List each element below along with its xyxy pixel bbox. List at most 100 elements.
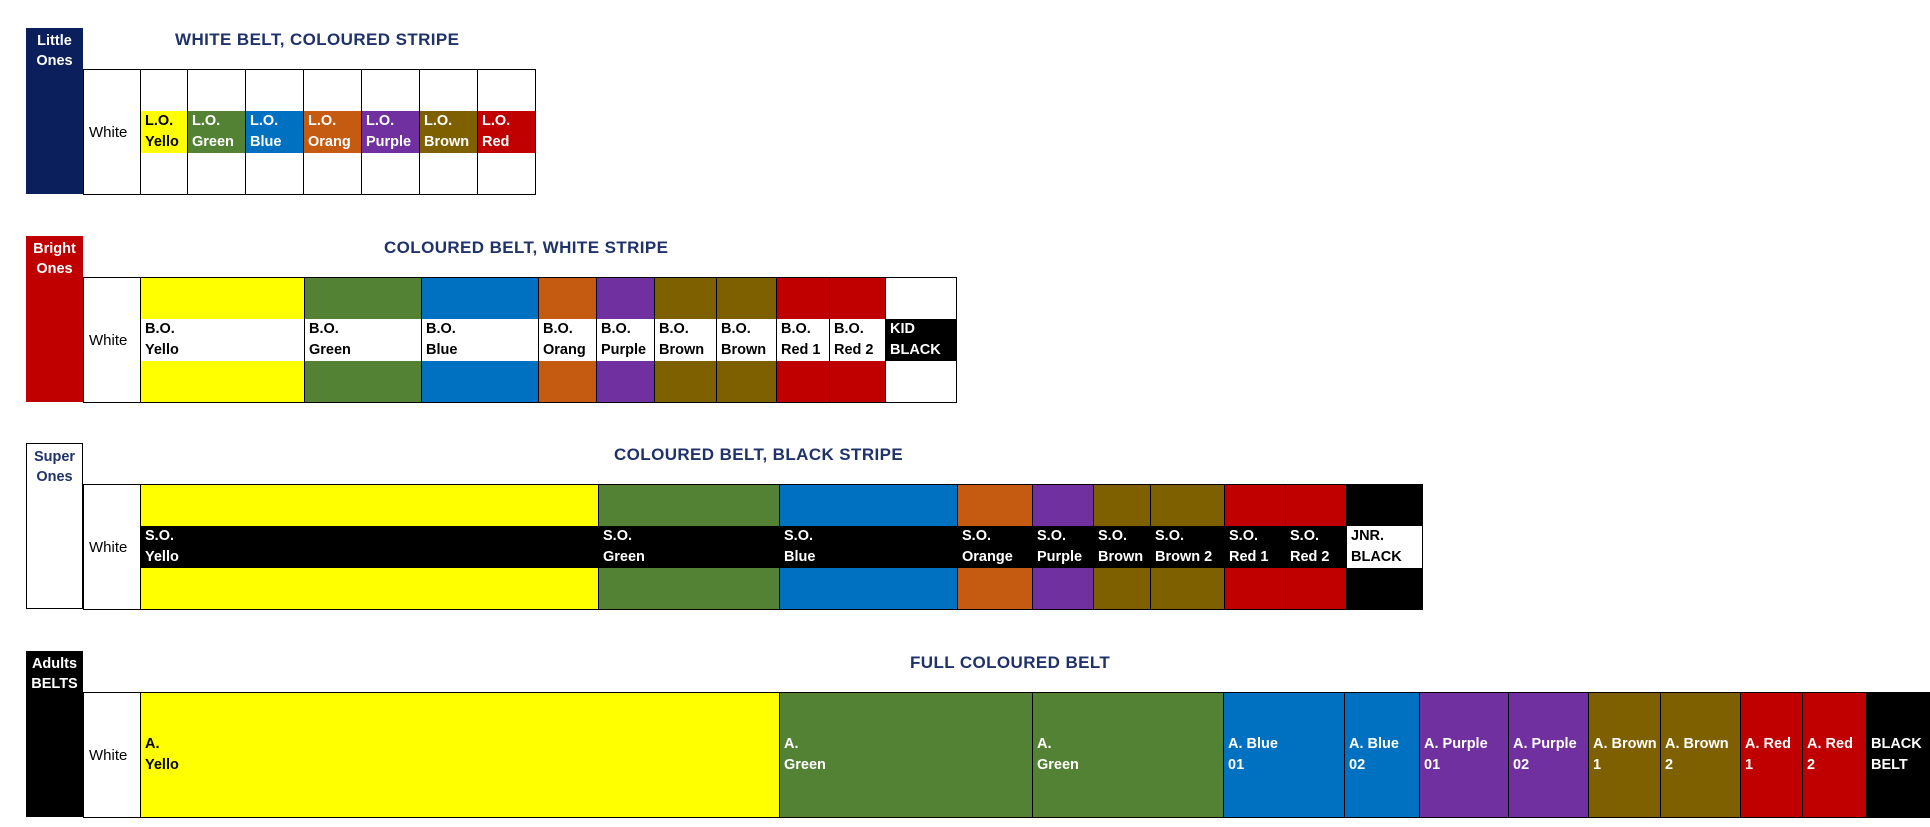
- belt-stripe: S.O. Red 1: [1225, 526, 1285, 568]
- belt-cell: B.O. Red 1: [777, 278, 830, 402]
- belt-label-line2: Yello: [145, 134, 179, 150]
- belt-stripe: A. Green: [1033, 734, 1223, 776]
- belt-band-bottom: [304, 152, 361, 194]
- belt-stripe: S.O. Orange: [958, 526, 1032, 568]
- belt-stripe: S.O. Red 2: [1286, 526, 1346, 568]
- belt-label-line1: A. Brown: [1593, 736, 1657, 752]
- belt-band-bottom: [420, 152, 477, 194]
- belt-cell: B.O. Brown: [717, 278, 777, 402]
- belt-cell: B.O. Red 2: [830, 278, 886, 402]
- belt-cell: L.O. Yello: [141, 70, 188, 194]
- belt-band-top: [1509, 693, 1588, 735]
- belt-cell: L.O. Brown: [420, 70, 478, 194]
- belt-label-line2: BLACK: [890, 342, 941, 358]
- belt-stripe: B.O. Yello: [141, 319, 304, 361]
- belt-stripe: S.O. Brown: [1094, 526, 1150, 568]
- belt-label-line1: S.O.: [1229, 528, 1259, 544]
- belt-band-bottom: [539, 360, 596, 402]
- belt-label-line1: A. Purple: [1513, 736, 1577, 752]
- belt-stripe: B.O. Orang: [539, 319, 596, 361]
- belt-label-line1: B.O.: [543, 321, 573, 337]
- belt-label-line2: Purple: [366, 134, 412, 150]
- belt-label-line1: A. Red: [1745, 736, 1791, 752]
- belt-label: White: [89, 123, 128, 141]
- belt-label-line1: L.O.: [366, 113, 395, 129]
- belt-stripe: A. Purple 02: [1509, 734, 1588, 776]
- belt-band-bottom: [1803, 775, 1866, 817]
- belt-stripe: S.O. Green: [599, 526, 779, 568]
- belt-band-bottom: [141, 360, 304, 402]
- belt-label-line1: A. Purple: [1424, 736, 1488, 752]
- belt-stripe: A. Red 1: [1741, 734, 1802, 776]
- belt-cell: KID BLACK: [886, 278, 956, 402]
- belt-band-top: [958, 485, 1032, 527]
- belt-band-bottom: [655, 360, 716, 402]
- belt-band-top: [141, 693, 779, 735]
- belt-band-top: [362, 70, 419, 112]
- belt-label-line2: Red 2: [1290, 549, 1330, 565]
- belt-band-top: [539, 278, 596, 320]
- belt-label-line1: B.O.: [659, 321, 689, 337]
- belt-stripe: S.O. Purple: [1033, 526, 1093, 568]
- belt-grid: White S.O. Yello S.O. Green S.O. Blue S.O. Orang…: [83, 484, 1423, 610]
- belt-band-top: [597, 278, 654, 320]
- belt-stripe: S.O. Brown 2: [1151, 526, 1224, 568]
- belt-band-top: [141, 278, 304, 320]
- belt-label-line1: B.O.: [309, 321, 339, 337]
- belt-label: White: [89, 331, 128, 349]
- belt-label-line1: S.O.: [145, 528, 175, 544]
- belt-band-top: [1033, 485, 1093, 527]
- belt-band-bottom: [717, 360, 776, 402]
- belt-cell: A. Yello: [141, 693, 780, 817]
- belt-stripe: L.O. Green: [188, 111, 245, 153]
- belt-cell: L.O. Orang: [304, 70, 362, 194]
- belt-grid: White A. Yello A. Green A. Green A. Blue 01 A. Bl…: [83, 692, 1930, 818]
- belt-label-line1: S.O.: [784, 528, 814, 544]
- belt-band-bottom: [958, 567, 1032, 609]
- level-tag: Bright Ones: [26, 236, 83, 402]
- belt-stripe: L.O. Blue: [246, 111, 303, 153]
- belt-cell: A. Red 2: [1803, 693, 1867, 817]
- belt-label-line1: L.O.: [308, 113, 337, 129]
- belt-band-bottom: [1420, 775, 1508, 817]
- level-tag-line: Super: [33, 449, 76, 465]
- belt-cell: A. Purple 01: [1420, 693, 1509, 817]
- belt-band-top: [1420, 693, 1508, 735]
- belt-label-line2: Yello: [145, 757, 179, 773]
- belt-band-top: [478, 70, 535, 112]
- belt-band-top: [1803, 693, 1866, 735]
- belt-stripe: A. Purple 01: [1420, 734, 1508, 776]
- belt-band-top: [1224, 693, 1344, 735]
- belt-cell: BLACK BELT: [1867, 693, 1930, 817]
- belt-cell: S.O. Blue: [780, 485, 958, 609]
- belt-label-line1: B.O.: [834, 321, 864, 337]
- belt-band-bottom: [1225, 567, 1285, 609]
- belt-cell: S.O. Red 1: [1225, 485, 1286, 609]
- belt-cell: S.O. Red 2: [1286, 485, 1347, 609]
- belt-label: White: [89, 538, 128, 556]
- belt-band-top: [141, 70, 187, 112]
- level-tag-line: Bright: [33, 241, 76, 257]
- belt-cell: L.O. Green: [188, 70, 246, 194]
- belt-label-line2: 02: [1349, 757, 1366, 773]
- belt-label-line2: Green: [309, 342, 351, 358]
- belt-band-top: [599, 485, 779, 527]
- level-tag-line: Ones: [36, 469, 73, 485]
- belt-cell: A. Brown 1: [1589, 693, 1661, 817]
- belt-band-top: [1151, 485, 1224, 527]
- level-tag: Super Ones: [26, 443, 83, 609]
- belt-band-bottom: [1345, 775, 1419, 817]
- belt-label-line2: 2: [1665, 757, 1674, 773]
- belt-band-top: [780, 485, 957, 527]
- belt-label-line1: L.O.: [192, 113, 221, 129]
- belt-label-line1: B.O.: [721, 321, 751, 337]
- belt-label-line2: Green: [784, 757, 826, 773]
- level-tag-line: Ones: [36, 53, 73, 69]
- belt-band-bottom: [305, 360, 421, 402]
- belt-cell-white: White: [84, 278, 141, 402]
- belt-band-top: [1741, 693, 1802, 735]
- belt-label-line2: Brown 2: [1155, 549, 1213, 565]
- belt-label-line2: Red 1: [1229, 549, 1269, 565]
- belt-cell: B.O. Blue: [422, 278, 539, 402]
- belt-label-line1: A.: [1037, 736, 1052, 752]
